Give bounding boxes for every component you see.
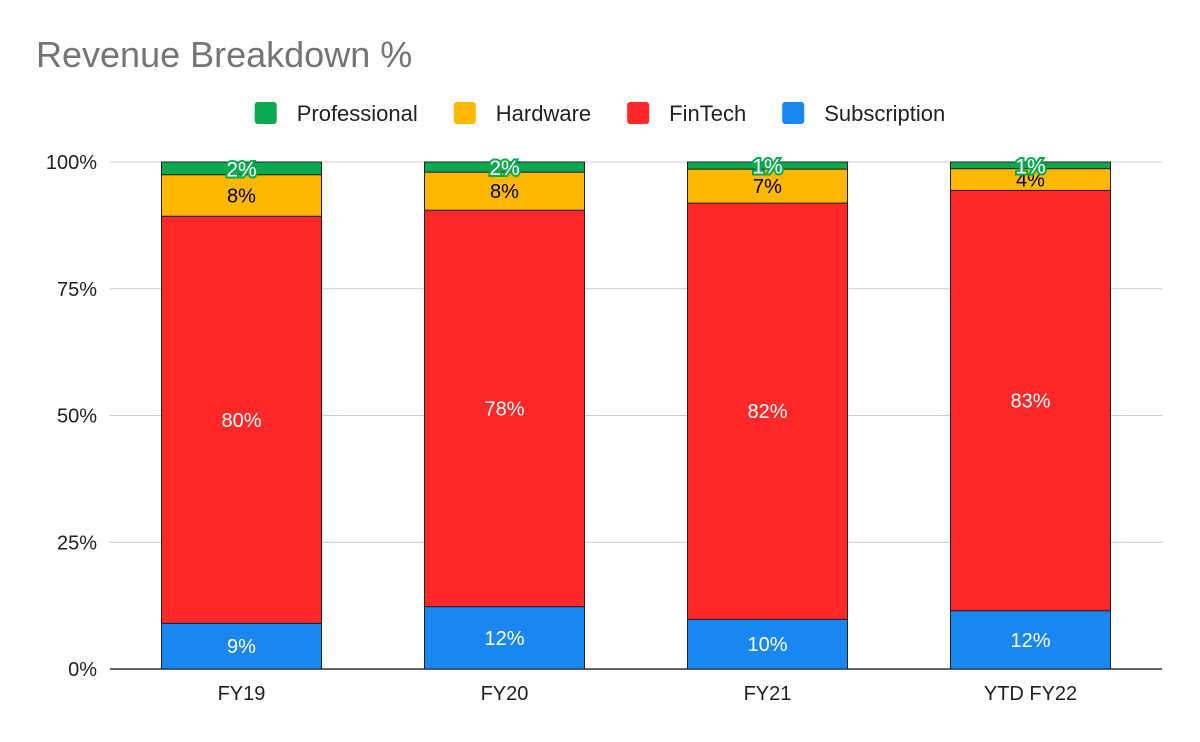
y-tick-label: 100%	[46, 152, 97, 174]
bar-segment-fintech[interactable]	[424, 209, 585, 608]
bar-segment-professional[interactable]	[161, 161, 322, 176]
axes: 0% 25% 50% 75% 100% FY19 FY20 FY21 YTD FY22	[46, 152, 1162, 705]
legend-label: Professional	[297, 101, 418, 126]
legend-item-hardware[interactable]: Hardware	[453, 101, 591, 126]
legend-swatch	[254, 102, 277, 124]
bar-segment-fintech[interactable]	[161, 215, 322, 624]
data-label: 10%	[747, 634, 787, 656]
bar-segment-fintech[interactable]	[687, 202, 848, 620]
legend-swatch	[782, 102, 805, 124]
y-tick-label: 50%	[57, 406, 97, 428]
bar-segment-hardware[interactable]	[687, 168, 848, 204]
bar-segment-subscription[interactable]	[687, 618, 848, 670]
data-label: 83%	[1010, 391, 1050, 413]
y-tick-label: 25%	[57, 532, 97, 554]
y-tick-label: 0%	[68, 659, 97, 681]
data-label: 1%	[1015, 155, 1045, 178]
x-tick-label: FY21	[744, 683, 792, 705]
x-tick-label: YTD FY22	[984, 683, 1077, 705]
data-label: 82%	[747, 401, 787, 423]
data-label: 1%	[752, 156, 782, 179]
data-label: 8%	[490, 181, 519, 203]
bar-segment-hardware[interactable]	[161, 174, 322, 217]
bar-segment-hardware[interactable]	[424, 171, 585, 211]
y-tick-label: 75%	[57, 279, 97, 301]
legend-item-fintech[interactable]: FinTech	[627, 101, 746, 126]
bars	[161, 161, 1111, 670]
bar-segment-professional[interactable]	[424, 161, 585, 173]
data-label: 4%	[1016, 169, 1045, 191]
bar-segment-subscription[interactable]	[950, 610, 1111, 670]
data-label: 2%	[489, 157, 519, 180]
x-tick-label: FY19	[218, 683, 266, 705]
bar-segment-subscription[interactable]	[161, 622, 322, 670]
data-label: 2%	[226, 158, 256, 181]
legend-item-subscription[interactable]: Subscription	[782, 101, 945, 126]
legend-item-professional[interactable]: Professional	[254, 101, 418, 126]
bar-segment-professional[interactable]	[950, 161, 1111, 170]
data-label: 9%	[227, 636, 256, 658]
data-label: 78%	[484, 398, 524, 420]
x-tick-label: FY20	[481, 683, 529, 705]
data-label: 8%	[227, 185, 256, 207]
bar-segment-subscription[interactable]	[424, 606, 585, 670]
data-label: 12%	[484, 628, 524, 650]
bar-segment-professional[interactable]	[687, 161, 848, 170]
legend-swatch	[453, 102, 476, 124]
bar-segment-fintech[interactable]	[950, 189, 1111, 612]
legend: Professional Hardware FinTech Subscription	[254, 101, 945, 126]
data-label: 12%	[1010, 630, 1050, 652]
legend-label: FinTech	[669, 101, 746, 126]
data-label: 80%	[221, 410, 261, 432]
legend-swatch	[627, 102, 650, 124]
legend-label: Subscription	[824, 101, 945, 126]
chart-title: Revenue Breakdown %	[36, 34, 413, 75]
data-labels: 9%80%8%2%12%78%8%2%10%82%7%1%12%83%4%1%	[221, 153, 1050, 658]
legend-label: Hardware	[496, 101, 591, 126]
data-label: 7%	[753, 176, 782, 198]
